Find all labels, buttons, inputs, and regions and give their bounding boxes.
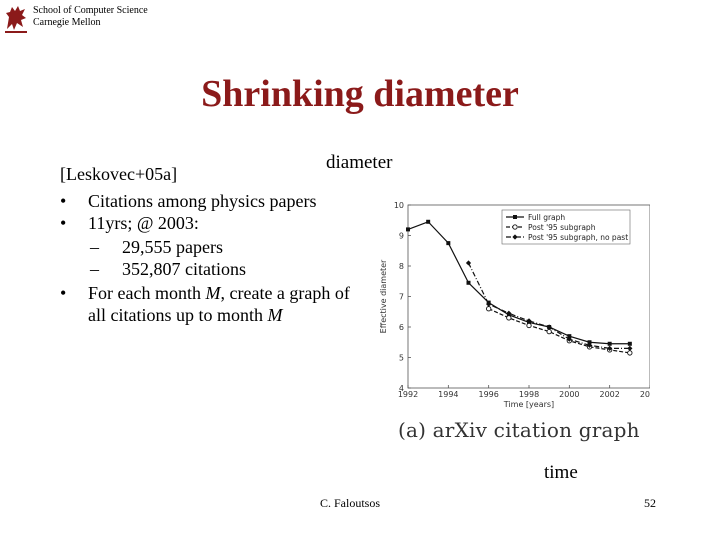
sub-bullet-dash: – [90,237,99,257]
data-point [426,219,431,224]
reference: [Leskovec+05a] [60,164,178,184]
data-point [465,260,472,266]
y-tick-label: 7 [399,293,404,302]
data-point [486,301,492,307]
legend-label: Full graph [528,213,565,222]
data-point [627,345,633,351]
x-tick-label: 1998 [519,390,539,399]
x-tick-label: 1992 [398,390,418,399]
chart-caption: (a) arXiv citation graph [398,418,640,442]
sub-bullet-dash: – [90,259,99,279]
series-line-1 [407,221,630,345]
data-point [506,315,512,321]
data-point [607,341,612,346]
x-tick-label: 2000 [559,390,579,399]
y-tick-label: 10 [394,201,404,210]
y-tick-label: 5 [399,354,404,363]
x-tick-label: 1996 [478,390,498,399]
bullet-dot: • [60,191,67,211]
school-name: School of Computer Science Carnegie Mell… [33,5,148,29]
legend-label: Post '95 subgraph [528,223,596,232]
bullet-dot: • [60,213,67,233]
legend-marker [512,224,518,230]
bullet-item: • For each month M, create a graph of al… [60,282,350,326]
bullet-italic: M [205,283,221,303]
legend-marker [512,234,518,240]
sub-bullet-item: – 352,807 citations [90,258,350,280]
x-tick-label: 1994 [438,390,458,399]
time-label: time [544,462,578,483]
data-point [586,342,593,348]
data-point [627,350,633,356]
y-tick-label: 9 [399,232,404,241]
bullet-text: 11yrs; @ 2003: [88,213,199,233]
bullet-text: For each month M, create a graph of all … [88,283,350,325]
data-point [446,241,451,246]
sub-bullet-text: 352,807 citations [122,259,246,279]
bullet-text-part: , create a graph of all citations up to … [88,283,350,325]
sub-bullet-item: – 29,555 papers [90,236,350,258]
school-line-2: Carnegie Mellon [33,17,101,28]
data-point [587,340,592,345]
data-point [526,322,532,329]
data-point [546,324,552,330]
series-line-2 [488,308,630,354]
bullet-italic: M [267,305,283,325]
slide-title: Shrinking diameter [201,73,519,115]
data-point [486,306,492,312]
bullet-text-part: For each month [88,283,206,303]
data-point [546,328,552,335]
data-point [567,334,572,339]
data-point [466,280,471,285]
page-number: 52 [644,496,656,510]
diameter-label: diameter [326,152,393,173]
legend-label: Post '95 subgraph, no past [528,233,628,242]
sub-bullet-text: 29,555 papers [122,237,223,257]
diameter-chart: 1992 1994 1996 1998 2000 2002 2004 4 5 6 7 8 9 10 Time… [379,201,650,409]
bullet-dot: • [60,283,67,303]
x-axis-label: Time [years] [503,400,554,409]
footer-author: C. Faloutsos [319,496,380,510]
y-tick-label: 8 [399,262,404,271]
bullet-item: • 11yrs; @ 2003: [60,212,350,234]
y-axis-label: Effective diameter [379,259,388,333]
x-tick-label: 2004 [640,390,650,399]
y-tick-label: 6 [399,323,404,332]
x-tick-label: 2002 [599,390,619,399]
school-line-1: School of Computer Science [33,5,148,16]
series-line-3 [467,262,630,349]
data-point [627,341,632,346]
bullet-item: • Citations among physics papers [60,190,350,212]
legend-marker [513,215,517,219]
bullet-text: Citations among physics papers [88,191,317,211]
data-point [406,227,410,232]
bullet-list: • Citations among physics papers • 11yrs… [60,190,350,326]
y-tick-label: 4 [399,384,404,393]
griffin-icon [5,6,27,33]
legend-box [501,209,631,245]
